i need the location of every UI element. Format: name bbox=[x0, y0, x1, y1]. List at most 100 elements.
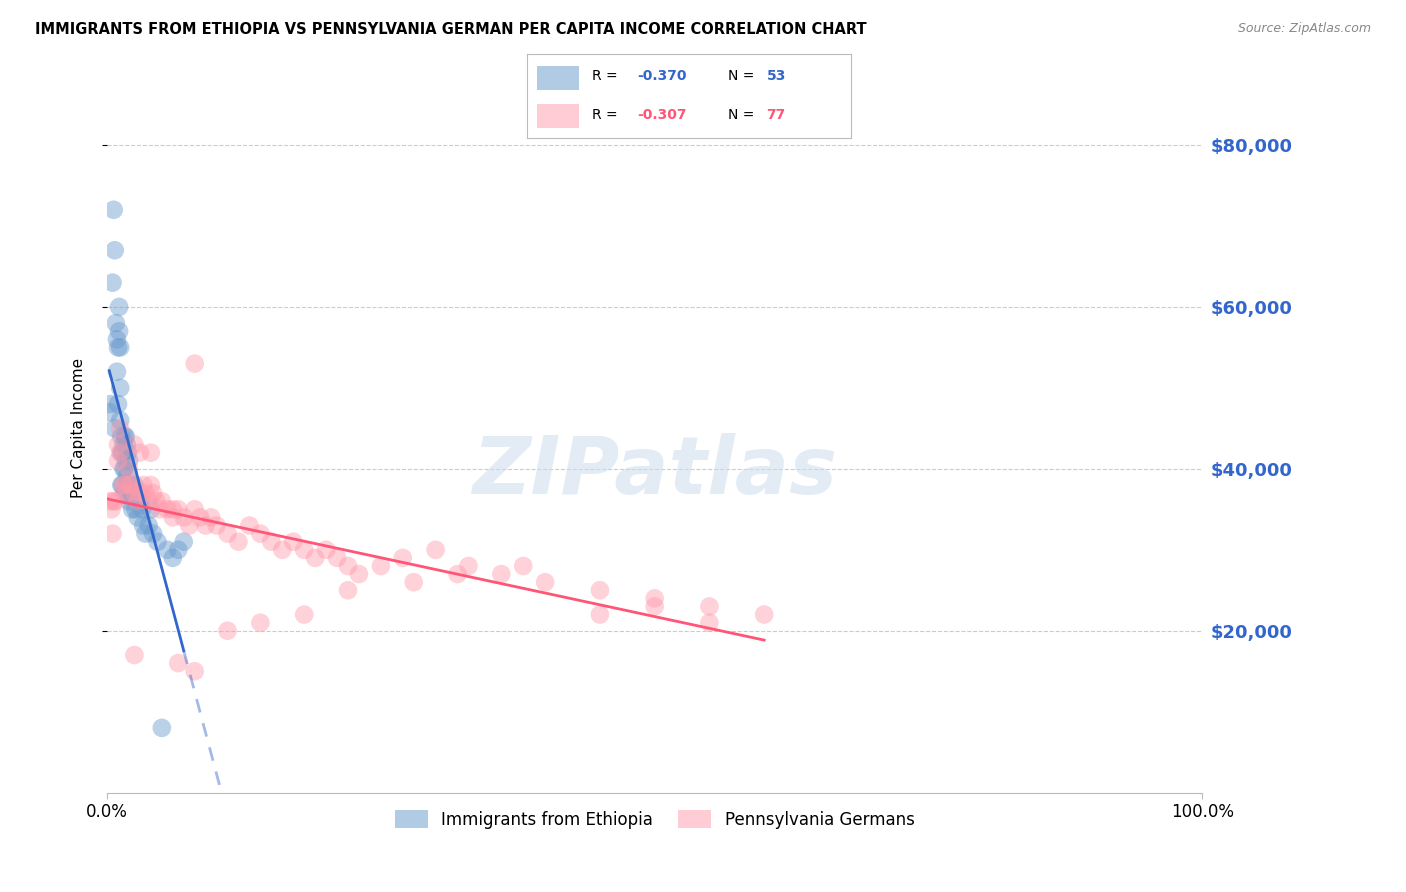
Point bbox=[167, 656, 190, 670]
Point bbox=[194, 518, 217, 533]
Point bbox=[162, 502, 184, 516]
Point bbox=[111, 478, 134, 492]
Point bbox=[129, 494, 152, 508]
Point bbox=[146, 534, 169, 549]
Point bbox=[512, 559, 534, 574]
Point bbox=[124, 648, 146, 662]
Point bbox=[117, 486, 139, 500]
Point bbox=[112, 437, 135, 451]
Point bbox=[120, 478, 142, 492]
Point bbox=[183, 664, 205, 678]
Point bbox=[188, 510, 211, 524]
Point bbox=[271, 542, 294, 557]
Point bbox=[117, 445, 139, 459]
Point bbox=[699, 599, 721, 614]
Point bbox=[138, 494, 160, 508]
Point bbox=[134, 486, 156, 500]
Point bbox=[589, 583, 612, 598]
Point bbox=[124, 486, 146, 500]
Point bbox=[217, 624, 239, 638]
Text: N =: N = bbox=[728, 108, 758, 121]
Point bbox=[121, 502, 143, 516]
Text: 77: 77 bbox=[766, 108, 786, 121]
Point bbox=[118, 454, 141, 468]
Point bbox=[112, 462, 135, 476]
Point bbox=[104, 244, 127, 258]
Point bbox=[114, 429, 136, 443]
Point bbox=[131, 502, 153, 516]
Point bbox=[124, 478, 146, 492]
Point bbox=[124, 502, 146, 516]
Text: R =: R = bbox=[592, 70, 621, 83]
Point bbox=[534, 575, 557, 590]
Point bbox=[98, 494, 121, 508]
Point bbox=[132, 518, 155, 533]
Point bbox=[103, 494, 125, 508]
Point bbox=[150, 494, 173, 508]
Point bbox=[238, 518, 260, 533]
Point bbox=[105, 332, 128, 346]
Point bbox=[142, 526, 165, 541]
Point bbox=[457, 559, 479, 574]
Point bbox=[98, 397, 121, 411]
Point bbox=[139, 502, 162, 516]
Point bbox=[391, 550, 413, 565]
Point bbox=[167, 502, 190, 516]
Point bbox=[112, 478, 135, 492]
Point bbox=[644, 599, 666, 614]
Point bbox=[589, 607, 612, 622]
Point bbox=[156, 542, 179, 557]
Bar bbox=[537, 104, 579, 128]
Point bbox=[129, 486, 152, 500]
Point bbox=[139, 445, 162, 459]
Text: 53: 53 bbox=[766, 70, 786, 83]
Legend: Immigrants from Ethiopia, Pennsylvania Germans: Immigrants from Ethiopia, Pennsylvania G… bbox=[388, 804, 921, 835]
Point bbox=[127, 510, 149, 524]
Point bbox=[107, 397, 129, 411]
Point bbox=[138, 518, 160, 533]
Point bbox=[315, 542, 337, 557]
Point bbox=[118, 494, 141, 508]
Point bbox=[337, 583, 360, 598]
Point bbox=[115, 437, 138, 451]
Point bbox=[118, 462, 141, 476]
Point bbox=[107, 340, 129, 354]
Point bbox=[132, 478, 155, 492]
Point bbox=[150, 721, 173, 735]
Point bbox=[103, 202, 125, 217]
Point bbox=[179, 518, 201, 533]
Point bbox=[304, 550, 326, 565]
Point bbox=[111, 445, 134, 459]
Point bbox=[173, 534, 195, 549]
Point bbox=[139, 478, 162, 492]
Point bbox=[205, 518, 228, 533]
Point bbox=[145, 494, 167, 508]
Point bbox=[104, 421, 127, 435]
Text: ZIPatlas: ZIPatlas bbox=[472, 434, 837, 511]
Point bbox=[134, 526, 156, 541]
Point bbox=[114, 462, 136, 476]
Point bbox=[110, 478, 132, 492]
Point bbox=[228, 534, 250, 549]
Point bbox=[101, 276, 124, 290]
Text: -0.307: -0.307 bbox=[637, 108, 686, 121]
Point bbox=[249, 615, 271, 630]
Point bbox=[167, 542, 190, 557]
Point bbox=[112, 478, 135, 492]
Point bbox=[162, 550, 184, 565]
Point bbox=[283, 534, 305, 549]
Point bbox=[108, 324, 131, 338]
Point bbox=[491, 567, 513, 582]
Point bbox=[120, 478, 142, 492]
Point bbox=[127, 494, 149, 508]
Point bbox=[105, 365, 128, 379]
Y-axis label: Per Capita Income: Per Capita Income bbox=[72, 359, 86, 499]
Point bbox=[644, 591, 666, 606]
Point bbox=[425, 542, 447, 557]
Point bbox=[200, 510, 222, 524]
Point bbox=[183, 357, 205, 371]
Point bbox=[699, 615, 721, 630]
Point bbox=[115, 486, 138, 500]
Text: R =: R = bbox=[592, 108, 621, 121]
Text: -0.370: -0.370 bbox=[637, 70, 686, 83]
